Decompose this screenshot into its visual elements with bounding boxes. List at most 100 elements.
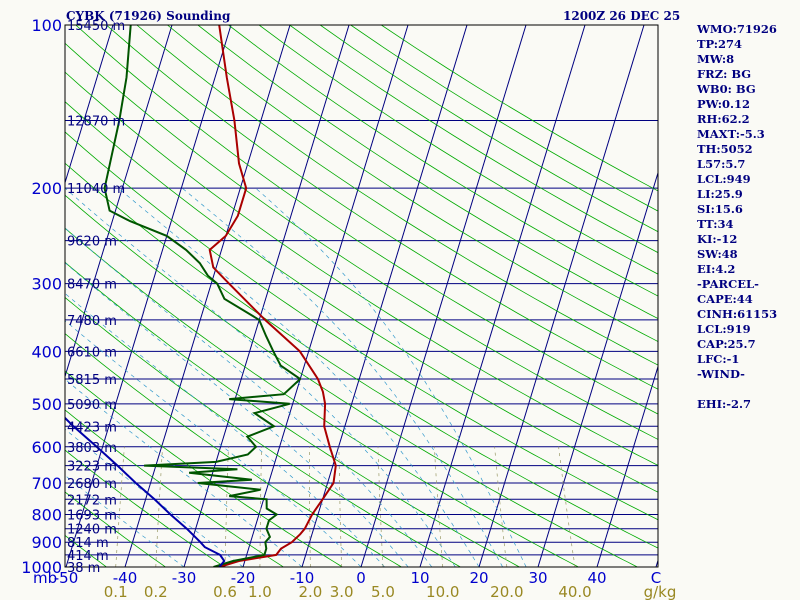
mixing-ratio-tick-label: 10.0 [426,583,459,600]
dry-adiabat [197,25,658,320]
height-label: 1240 m [67,523,117,538]
dry-adiabat [258,25,658,275]
temperature-tick-label: 0 [356,569,366,587]
height-label: 814 m [67,536,109,551]
dry-adiabat [75,25,658,415]
moist-adiabat [65,262,409,567]
temperature-tick-label: -10 [290,569,315,587]
temperature-tick-label: -50 [54,569,79,587]
index-item [697,382,777,397]
dry-adiabat [65,42,658,440]
pressure-unit-label: mb [33,569,57,587]
pressure-tick-label: 800 [31,505,62,524]
pressure-tick-label: 600 [31,438,62,457]
moist-adiabat [255,187,527,567]
index-item: CINH:61153 [697,307,778,321]
pressure-tick-label: 900 [31,533,62,552]
index-item: RH:62.2 [697,112,750,126]
index-item: -PARCEL- [697,277,759,291]
moist-adiabat [65,320,362,567]
height-label: 2172 m [67,493,117,508]
temperature-tick-label: -20 [231,569,256,587]
isotherm [65,25,114,185]
index-item: LFC:-1 [697,352,740,366]
height-label: 414 m [67,549,109,564]
dry-adiabat [65,162,658,549]
mixing-ratio-tick-label: 5.0 [371,583,395,600]
mixing-ratio-line [338,446,342,567]
isotherm [478,25,645,567]
index-item: SW:48 [697,247,738,261]
isotherm [419,25,586,567]
dewpoint-profile [103,25,302,567]
dry-adiabat [65,491,166,567]
index-item: LCL:949 [697,172,751,186]
index-item: EHI:-2.7 [697,397,752,411]
temperature-tick-label: 10 [410,569,429,587]
height-label: 12870 m [67,114,125,129]
height-label: 4423 m [67,420,117,435]
dry-adiabat [65,296,461,567]
index-item: EI:4.2 [697,262,736,276]
dry-adiabat [289,25,658,254]
index-item: KI:-12 [697,232,738,246]
mixing-ratio-line [377,446,384,567]
temperature-tick-label: 30 [528,569,547,587]
height-label: 38 m [67,561,100,576]
index-item: MAXT:-5.3 [697,127,765,141]
mixing-ratio-unit-label: g/kg [644,583,677,600]
mixing-ratio-tick-label: 40.0 [558,583,591,600]
isotherm [65,25,173,379]
index-item: -WIND- [697,367,745,381]
height-label: 5815 m [67,373,117,388]
mixing-ratio-tick-label: 1.0 [248,583,272,600]
isotherm [301,25,468,567]
chart-title: CYBK (71926) Sounding [66,9,231,23]
height-label: 7480 m [67,314,117,329]
temperature-tick-label: -40 [113,569,138,587]
index-item: LCL:919 [697,322,751,336]
index-item: LI:25.9 [697,187,743,201]
moist-adiabat [65,378,303,567]
isotherm [537,171,658,567]
isotherm [596,364,658,567]
height-label: 15450 m [67,19,125,34]
pressure-tick-label: 1000 [21,558,62,577]
pressure-tick-label: 200 [31,179,62,198]
moist-adiabat [182,187,503,567]
temperature-tick-label: 20 [469,569,488,587]
height-label: 1693 m [67,508,117,523]
stability-indices-panel: WMO:71926 TP:274 MW:8 FRZ: BG WB0: BG PW:0.12… [697,22,777,412]
pressure-tick-label: 100 [31,16,62,35]
height-label: 2680 m [67,477,117,492]
dry-adiabat [65,333,402,567]
index-item: CAPE:44 [697,292,753,306]
index-item: PW:0.12 [697,97,751,111]
pressure-tick-label: 300 [31,275,62,294]
height-label: 3803 m [67,441,117,456]
index-item: L57:5.7 [697,157,746,171]
mixing-ratio-line [494,446,508,567]
dry-adiabat [65,449,225,567]
mixing-ratio-line [558,446,576,567]
dry-adiabat [228,25,658,297]
mixing-ratio-tick-label: 0.2 [144,583,168,600]
temperature-tick-label: 40 [587,569,606,587]
mixing-ratio-line [259,446,262,567]
index-item: SI:15.6 [697,202,743,216]
dry-adiabat [65,409,284,567]
mixing-ratio-line [155,446,163,567]
isotherm [360,25,527,567]
index-item: CAP:25.7 [697,337,756,351]
isotherm [242,25,409,567]
temperature-tick-label: -30 [172,569,197,587]
index-item: FRZ: BG [697,67,752,81]
height-label: 5090 m [67,398,117,413]
index-item: TP:274 [697,37,743,51]
moist-adiabat [65,227,433,567]
dry-adiabat [65,71,658,466]
dry-adiabat [65,261,520,567]
index-item: MW:8 [697,52,735,66]
valid-time: 1200Z 26 DEC 25 [563,9,680,23]
